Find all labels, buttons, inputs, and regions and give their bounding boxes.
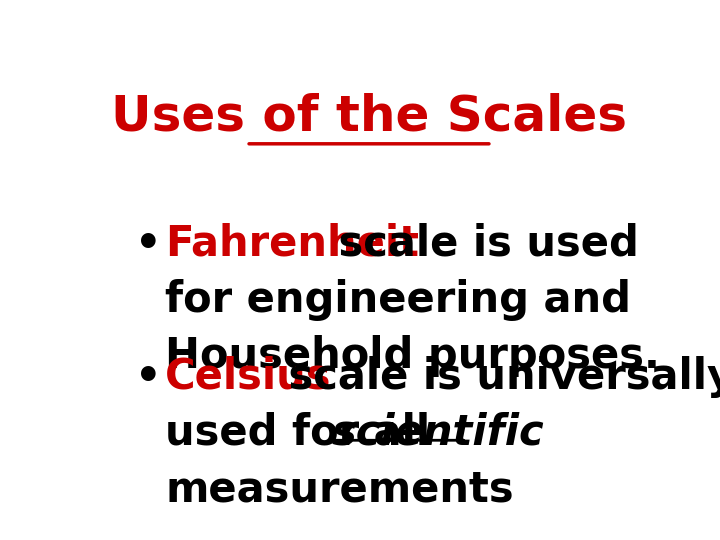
Text: scientific: scientific [332, 412, 544, 454]
Text: measurements: measurements [166, 468, 514, 510]
Text: Celsius: Celsius [166, 356, 332, 398]
Text: scale is universally: scale is universally [274, 356, 720, 398]
Text: Fahrenheit: Fahrenheit [166, 223, 419, 265]
Text: •: • [135, 223, 161, 265]
Text: used for all: used for all [166, 412, 445, 454]
Text: •: • [135, 356, 161, 398]
Text: scale is used: scale is used [324, 223, 639, 265]
Text: for engineering and: for engineering and [166, 279, 631, 321]
Text: Uses of the Scales: Uses of the Scales [111, 93, 627, 141]
Text: Household purposes.: Household purposes. [166, 335, 660, 377]
